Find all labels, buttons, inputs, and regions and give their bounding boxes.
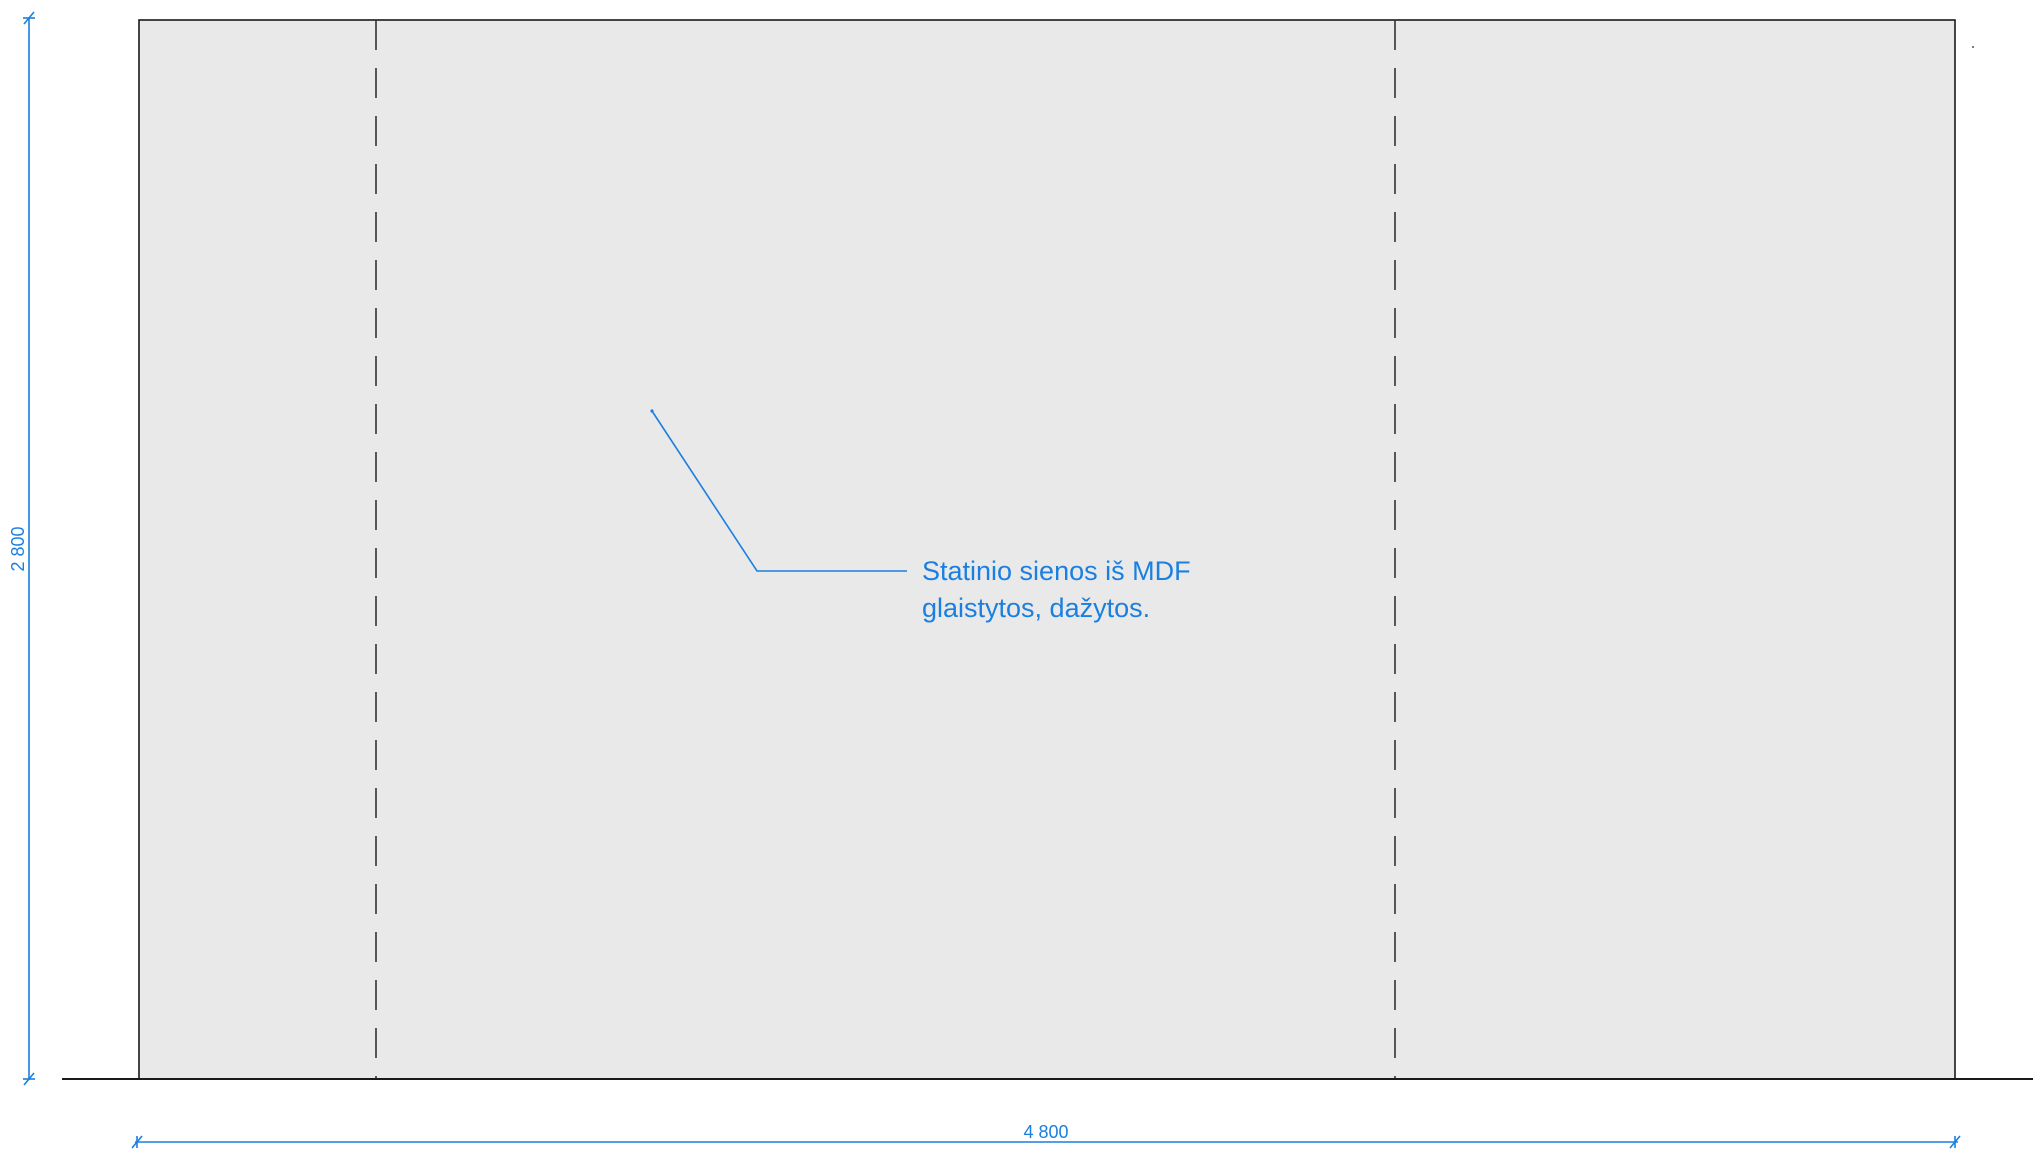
width-dimension: 4 800 bbox=[131, 1122, 1961, 1149]
height-dimension-label: 2 800 bbox=[8, 526, 28, 571]
leader-dot bbox=[650, 409, 654, 413]
note-leader-line bbox=[651, 410, 907, 572]
wall-panel bbox=[138, 19, 1956, 1080]
width-dimension-label: 4 800 bbox=[1023, 1122, 1068, 1142]
material-note-line-1: Statinio sienos iš MDF bbox=[922, 556, 1191, 586]
material-note-line-2: glaistytos, dažytos. bbox=[922, 593, 1150, 623]
height-dimension: 2 800 bbox=[8, 11, 35, 1086]
reference-dot bbox=[1972, 46, 1974, 48]
